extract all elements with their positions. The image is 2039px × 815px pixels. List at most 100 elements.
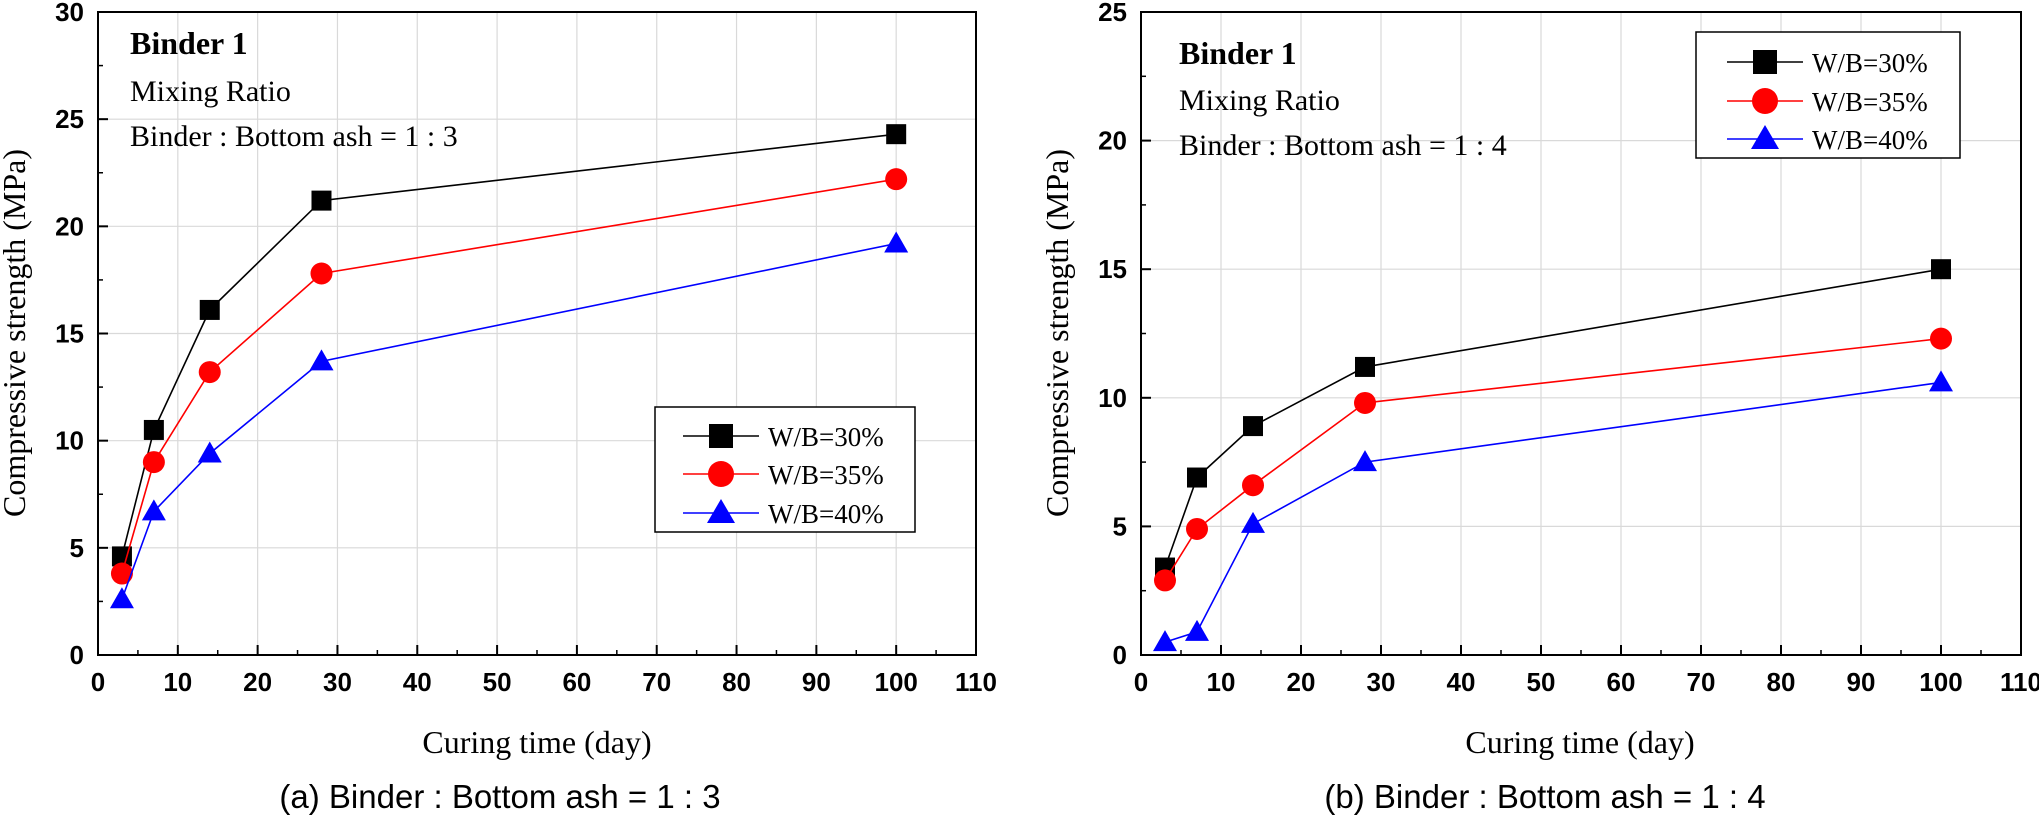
legend-marker-circle [708, 461, 734, 487]
x-tick-label: 20 [1287, 667, 1316, 697]
x-tick-label: 40 [1447, 667, 1476, 697]
y-tick-label: 15 [1098, 254, 1127, 284]
data-point-circle [142, 451, 165, 474]
data-point-circle [310, 262, 333, 285]
x-tick-label: 30 [1367, 667, 1396, 697]
x-tick-label: 20 [243, 667, 272, 697]
x-tick-label: 10 [163, 667, 192, 697]
x-tick-label: 50 [483, 667, 512, 697]
legend-label-30: W/B=30% [1812, 48, 1928, 78]
data-point-square [1187, 467, 1207, 488]
y-tick-label: 20 [55, 211, 84, 241]
legend-marker-triangle [707, 499, 735, 523]
x-tick-label: 0 [91, 667, 105, 697]
data-point-triangle [884, 231, 909, 253]
panel-caption: (b) Binder : Bottom ash = 1 : 4 [1324, 778, 1765, 815]
data-point-triangle [1185, 619, 1209, 641]
x-tick-label: 30 [323, 667, 352, 697]
x-tick-label: 110 [955, 667, 997, 697]
data-point-triangle [1241, 511, 1265, 533]
data-point-triangle [109, 587, 134, 609]
legend-box [654, 406, 916, 533]
x-tick-label: 60 [562, 667, 591, 697]
x-tick-label: 50 [1527, 667, 1556, 697]
data-point-square [1355, 356, 1375, 377]
series-line [1164, 268, 1942, 568]
annotation-line1: Mixing Ratio [1179, 84, 1340, 117]
legend-label-30: W/B=30% [768, 422, 884, 452]
x-axis-label: Curing time (day) [422, 724, 651, 760]
data-point-triangle [309, 349, 334, 371]
data-point-square [111, 546, 132, 567]
x-tick-label: 70 [1687, 667, 1716, 697]
y-tick-label: 5 [70, 533, 84, 563]
data-point-square [1931, 259, 1951, 280]
annotation-title: Binder 1 [130, 25, 248, 61]
y-axis-label: Compressive strength (MPa) [0, 149, 32, 517]
x-tick-label: 0 [1134, 667, 1148, 697]
data-point-circle [1242, 474, 1264, 497]
legend-label-35: W/B=35% [1812, 87, 1928, 117]
x-tick-label: 100 [1919, 667, 1962, 697]
legend-marker-square [1753, 50, 1777, 74]
series-line [1164, 381, 1942, 643]
y-tick-label: 25 [55, 104, 84, 134]
data-point-triangle [141, 499, 166, 521]
data-point-triangle [1353, 450, 1377, 472]
y-tick-label: 30 [55, 0, 84, 27]
chart-panel-b: 0 10 20 30 40 50 60 70 80 90 100 110 0 5 10 15 20 25 Bind… [1039, 0, 2039, 815]
y-tick-label: 10 [1098, 383, 1127, 413]
data-point-circle [110, 562, 133, 585]
legend-label-40: W/B=40% [1812, 125, 1928, 155]
legend-marker-triangle [1751, 125, 1779, 149]
legend-label-35: W/B=35% [768, 460, 884, 490]
x-axis-label: Curing time (day) [1465, 724, 1694, 760]
legend-marker-square [709, 424, 733, 448]
annotation-line1: Mixing Ratio [130, 75, 291, 108]
y-tick-label: 10 [55, 426, 84, 456]
legend-label-40: W/B=40% [768, 499, 884, 529]
data-point-triangle [1153, 630, 1177, 652]
y-tick-label: 25 [1098, 0, 1127, 27]
x-tick-label: 70 [642, 667, 671, 697]
panel-caption: (a) Binder : Bottom ash = 1 : 3 [279, 778, 720, 815]
x-tick-label: 80 [1767, 667, 1796, 697]
legend: W/B=30% W/B=35% W/B=40% [1695, 31, 1961, 159]
data-point-triangle [197, 441, 222, 463]
data-point-square [1243, 416, 1263, 437]
x-tick-label: 40 [403, 667, 432, 697]
x-tick-label: 10 [1207, 667, 1236, 697]
y-tick-label: 20 [1098, 126, 1127, 156]
y-axis-label: Compressive strength (MPa) [1039, 149, 1075, 517]
y-tick-label: 15 [55, 319, 84, 349]
data-point-square [886, 124, 907, 145]
x-tick-label: 90 [1847, 667, 1876, 697]
data-point-circle [1154, 569, 1176, 592]
annotation-line2: Binder : Bottom ash = 1 : 3 [130, 120, 458, 153]
x-tick-label: 100 [874, 667, 917, 697]
data-point-square [143, 419, 164, 440]
data-point-square [199, 299, 220, 320]
y-tick-label: 5 [1113, 511, 1127, 541]
annotation-line2: Binder : Bottom ash = 1 : 4 [1179, 129, 1507, 162]
x-tick-label: 60 [1607, 667, 1636, 697]
legend-marker-circle [1752, 88, 1778, 114]
data-point-triangle [1929, 370, 1953, 392]
data-point-circle [198, 361, 221, 384]
y-tick-label: 0 [1113, 640, 1127, 670]
x-tick-label: 80 [722, 667, 751, 697]
x-tick-label: 90 [802, 667, 831, 697]
annotation-title: Binder 1 [1179, 35, 1297, 71]
data-point-circle [885, 168, 908, 191]
legend-box [1695, 31, 1961, 159]
x-tick-label: 110 [2000, 667, 2039, 697]
data-point-square [311, 190, 332, 211]
data-point-circle [1354, 391, 1376, 414]
chart-panel-a: 0 10 20 30 40 50 60 70 80 90 100 110 0 5 10 15 20 25 30 Bi… [0, 0, 997, 815]
y-tick-label: 0 [70, 640, 84, 670]
data-point-circle [1930, 327, 1952, 350]
legend: W/B=30% W/B=35% W/B=40% [654, 406, 916, 533]
data-point-circle [1186, 517, 1208, 540]
series-line [1164, 337, 1942, 581]
